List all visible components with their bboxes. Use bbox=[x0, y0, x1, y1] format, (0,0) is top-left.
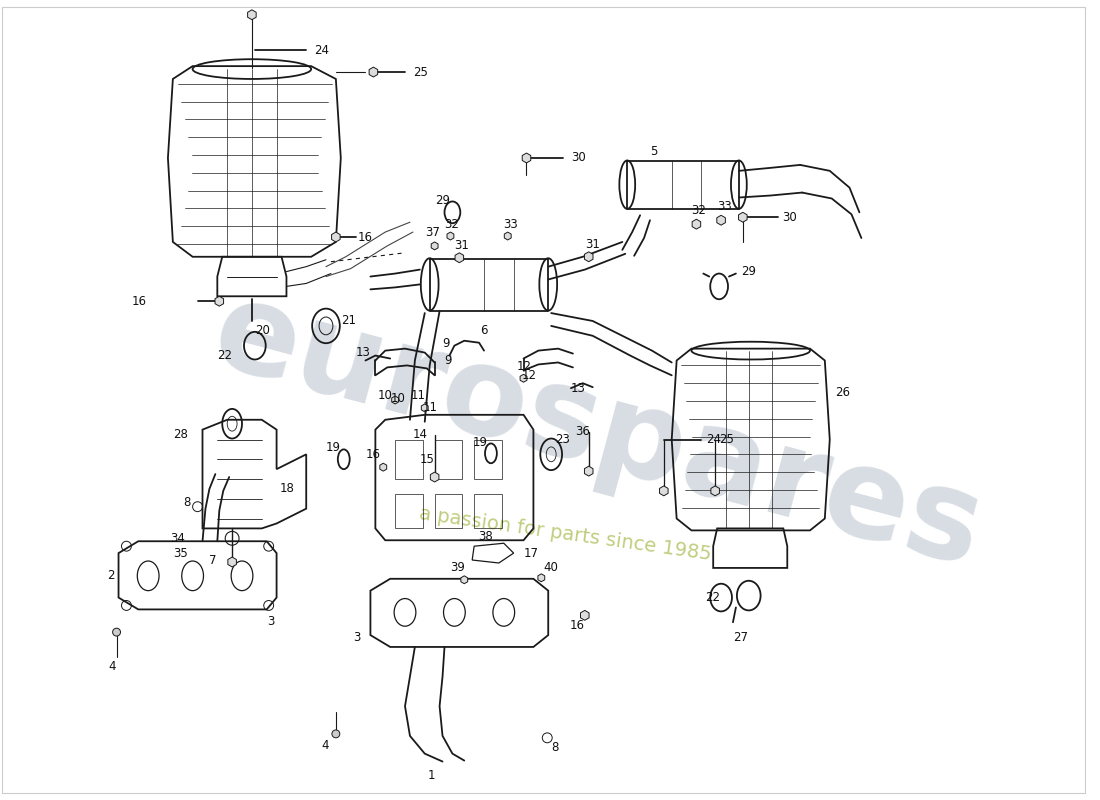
Text: 39: 39 bbox=[450, 562, 465, 574]
Text: 4: 4 bbox=[109, 660, 117, 674]
Text: 21: 21 bbox=[341, 314, 355, 327]
Polygon shape bbox=[461, 576, 468, 584]
Polygon shape bbox=[214, 296, 223, 306]
Text: 17: 17 bbox=[524, 546, 539, 560]
Text: 23: 23 bbox=[556, 433, 570, 446]
Text: 37: 37 bbox=[425, 226, 440, 238]
Text: 16: 16 bbox=[365, 448, 381, 461]
Text: 3: 3 bbox=[353, 630, 361, 643]
Polygon shape bbox=[717, 215, 725, 225]
Polygon shape bbox=[379, 463, 387, 471]
Text: 22: 22 bbox=[705, 591, 720, 604]
Text: 40: 40 bbox=[543, 562, 558, 574]
Text: 16: 16 bbox=[358, 230, 373, 243]
Polygon shape bbox=[711, 486, 719, 496]
Polygon shape bbox=[430, 472, 439, 482]
Text: 26: 26 bbox=[835, 386, 849, 398]
Text: 11: 11 bbox=[411, 389, 426, 402]
Polygon shape bbox=[584, 466, 593, 476]
Polygon shape bbox=[248, 10, 256, 20]
Polygon shape bbox=[455, 253, 463, 262]
Text: 11: 11 bbox=[422, 402, 438, 414]
Polygon shape bbox=[692, 219, 701, 229]
Polygon shape bbox=[660, 486, 668, 496]
Text: 9: 9 bbox=[442, 337, 450, 350]
Text: 38: 38 bbox=[478, 530, 493, 543]
Polygon shape bbox=[431, 242, 438, 250]
Text: 14: 14 bbox=[412, 428, 428, 441]
Text: 12: 12 bbox=[521, 369, 537, 382]
Polygon shape bbox=[228, 557, 236, 567]
Text: 33: 33 bbox=[717, 200, 732, 213]
Text: 36: 36 bbox=[575, 425, 590, 438]
Text: 6: 6 bbox=[480, 324, 487, 338]
Text: 32: 32 bbox=[444, 218, 460, 230]
Text: 18: 18 bbox=[279, 482, 295, 495]
Text: 27: 27 bbox=[733, 630, 748, 643]
Text: 13: 13 bbox=[355, 346, 371, 359]
Polygon shape bbox=[392, 396, 398, 404]
Polygon shape bbox=[520, 374, 527, 382]
Polygon shape bbox=[581, 610, 590, 620]
Text: 10: 10 bbox=[377, 389, 393, 402]
Text: 31: 31 bbox=[454, 239, 470, 253]
Text: 16: 16 bbox=[570, 618, 585, 632]
Text: a passion for parts since 1985: a passion for parts since 1985 bbox=[418, 505, 713, 564]
Text: 32: 32 bbox=[692, 204, 706, 217]
Text: 30: 30 bbox=[782, 210, 797, 224]
Text: 35: 35 bbox=[173, 546, 188, 560]
Text: 15: 15 bbox=[420, 453, 434, 466]
Text: 10: 10 bbox=[390, 391, 405, 405]
Text: 4: 4 bbox=[321, 739, 329, 752]
Text: 13: 13 bbox=[571, 382, 586, 394]
Text: 28: 28 bbox=[173, 428, 188, 441]
Text: 25: 25 bbox=[412, 66, 428, 78]
Text: 8: 8 bbox=[184, 496, 191, 510]
Text: 25: 25 bbox=[719, 433, 734, 446]
Text: 24: 24 bbox=[315, 44, 329, 57]
Text: 24: 24 bbox=[706, 433, 722, 446]
Circle shape bbox=[112, 628, 121, 636]
Text: 19: 19 bbox=[326, 441, 341, 454]
Polygon shape bbox=[738, 212, 747, 222]
Text: 19: 19 bbox=[473, 436, 488, 449]
Polygon shape bbox=[421, 404, 428, 412]
Polygon shape bbox=[584, 252, 593, 262]
Text: 20: 20 bbox=[255, 324, 270, 338]
Text: 7: 7 bbox=[209, 554, 217, 566]
Text: 9: 9 bbox=[444, 354, 452, 367]
Polygon shape bbox=[370, 67, 377, 77]
Circle shape bbox=[332, 730, 340, 738]
Text: 29: 29 bbox=[741, 265, 756, 278]
Text: 3: 3 bbox=[266, 614, 274, 628]
Polygon shape bbox=[538, 574, 544, 582]
Text: 5: 5 bbox=[650, 145, 658, 158]
Text: 22: 22 bbox=[218, 349, 232, 362]
Text: 30: 30 bbox=[571, 151, 585, 165]
Text: 29: 29 bbox=[434, 194, 450, 207]
Polygon shape bbox=[447, 232, 454, 240]
Text: eurospares: eurospares bbox=[200, 271, 994, 592]
Text: 16: 16 bbox=[131, 294, 146, 308]
Text: 8: 8 bbox=[551, 742, 559, 754]
Polygon shape bbox=[331, 232, 340, 242]
Text: 2: 2 bbox=[107, 570, 114, 582]
Text: 12: 12 bbox=[517, 360, 531, 373]
Polygon shape bbox=[522, 153, 531, 163]
Text: 34: 34 bbox=[169, 532, 185, 545]
Text: 1: 1 bbox=[428, 769, 436, 782]
Polygon shape bbox=[504, 232, 512, 240]
Text: 33: 33 bbox=[503, 218, 517, 230]
Text: 31: 31 bbox=[585, 238, 600, 251]
